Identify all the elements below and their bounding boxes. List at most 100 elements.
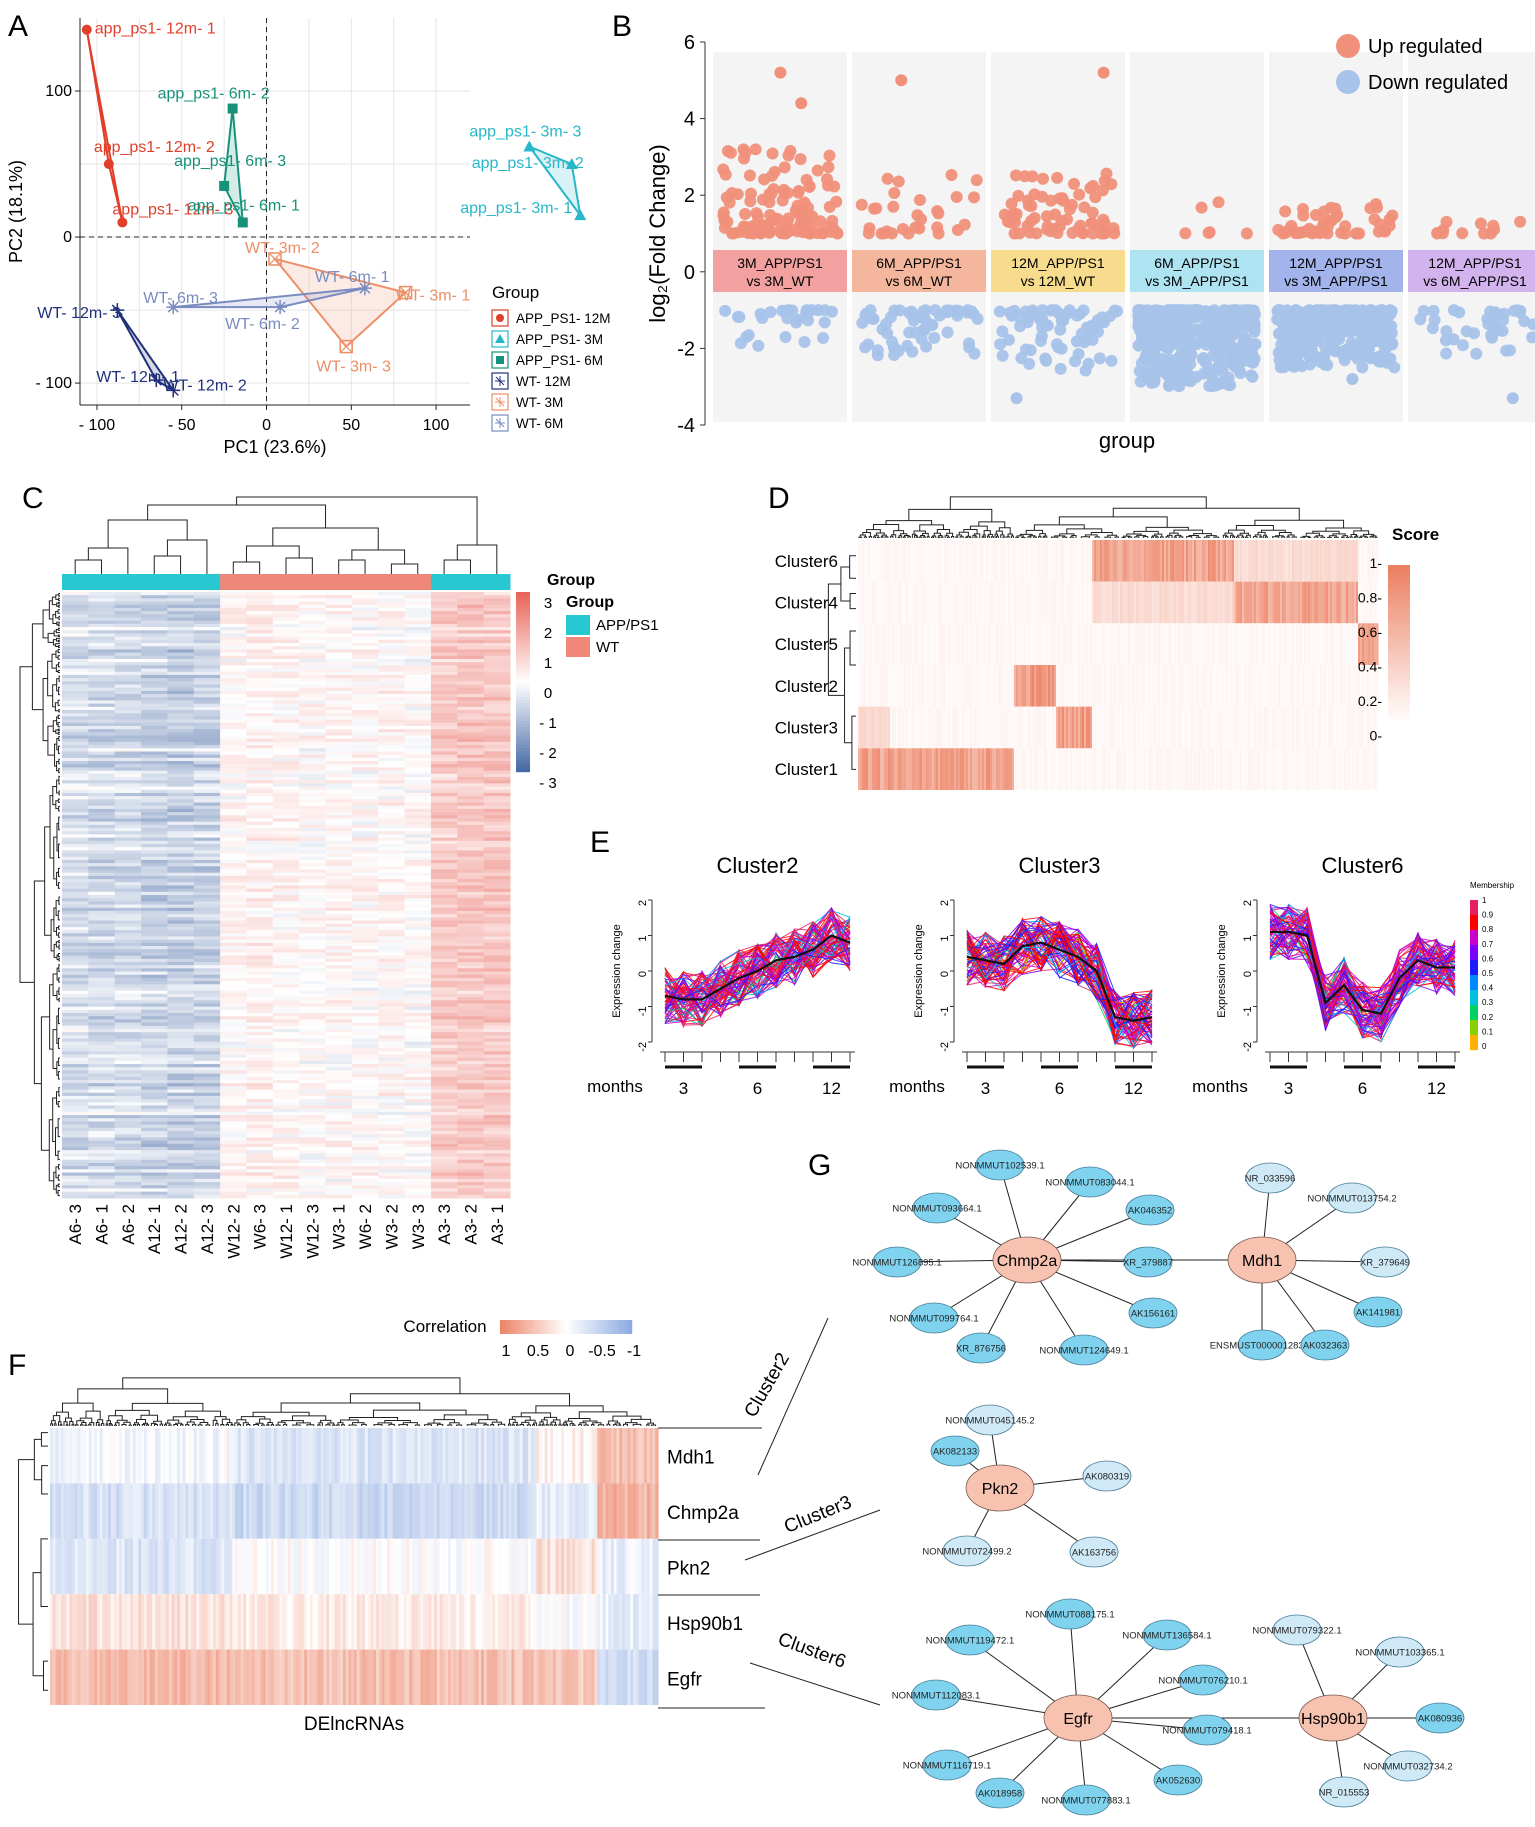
heatmap-cell [378, 761, 406, 765]
heatmap-cell [114, 872, 142, 877]
heatmap-cell [404, 722, 432, 727]
heatmap-cell [62, 977, 89, 982]
heatmap-cell [114, 875, 142, 880]
down-point [1083, 331, 1096, 344]
heatmap-cell [325, 697, 353, 701]
heatmap-cell [167, 595, 195, 599]
heatmap-cell [457, 805, 485, 810]
scale-step [516, 652, 530, 656]
heatmap-cell [351, 882, 379, 886]
heatmap-cell [325, 1089, 353, 1094]
heatmap-cell [272, 1054, 300, 1059]
heatmap-cell [404, 649, 432, 654]
heatmap-cell [378, 1162, 406, 1167]
heatmap-cell [299, 1019, 327, 1024]
heatmap-cell [378, 767, 406, 772]
heatmap-cell [88, 805, 116, 810]
heatmap-cell [246, 1188, 274, 1193]
heatmap-cell [272, 1159, 300, 1164]
heatmap-cell [141, 694, 168, 698]
pca-point [110, 303, 125, 318]
heatmap-cell [299, 1156, 327, 1161]
dendrogram-branch [57, 731, 60, 735]
dendrogram-branch [57, 1174, 60, 1181]
heatmap-cell [378, 971, 406, 976]
heatmap-cell [88, 866, 116, 870]
heatmap-cell [430, 1146, 458, 1151]
heatmap-cell [272, 1013, 300, 1017]
heatmap-cell [62, 1194, 89, 1199]
heatmap-cell [457, 1054, 485, 1059]
heatmap-cell [483, 1169, 511, 1173]
heatmap-cell [299, 1150, 327, 1154]
heatmap-cell [430, 1095, 458, 1100]
heatmap-cell [193, 946, 221, 950]
heatmap-cell [430, 684, 458, 689]
heatmap-cell [272, 946, 300, 950]
heatmap-cell [62, 824, 89, 829]
down-point [1148, 374, 1161, 387]
heatmap-cell [483, 958, 511, 963]
heatmap-cell [193, 984, 221, 988]
heatmap-cell [483, 1118, 511, 1122]
heatmap-cell [114, 984, 142, 988]
y-tick-label: -2 [677, 338, 695, 360]
heatmap-cell [457, 697, 485, 701]
heatmap-cell [457, 981, 485, 985]
heatmap-cell [378, 1150, 406, 1154]
heatmap-cell [246, 646, 274, 650]
heatmap-cell [220, 968, 247, 973]
heatmap-cell [62, 828, 89, 832]
heatmap-cell [378, 1067, 406, 1071]
heatmap-cell [167, 1105, 195, 1110]
heatmap-cell [299, 738, 327, 743]
heatmap-cell [246, 722, 274, 727]
down-point [805, 304, 818, 317]
up-point [717, 163, 730, 176]
heatmap-cell [351, 917, 379, 922]
heatmap-cell [325, 859, 353, 864]
heatmap-cell [272, 745, 300, 749]
down-point [1172, 379, 1185, 392]
heatmap-cell [299, 802, 327, 807]
heatmap-cell [404, 780, 432, 784]
heatmap-cell [141, 630, 168, 634]
heatmap-cell [220, 687, 247, 692]
heatmap-cell [88, 824, 116, 829]
up-point [881, 172, 894, 185]
heatmap-cell [378, 611, 406, 615]
heatmap-cell [351, 856, 379, 861]
scale-step [516, 685, 530, 689]
up-point [888, 187, 901, 200]
dendrogram-branch [57, 699, 60, 706]
heatmap-cell [193, 1102, 221, 1107]
dendrogram-branch [443, 559, 471, 574]
heatmap-cell [404, 901, 432, 906]
heatmap-cell [404, 1006, 432, 1011]
group-hull [272, 257, 408, 349]
heatmap-cell [430, 885, 458, 890]
heatmap-cell [404, 719, 432, 724]
heatmap-cell [114, 633, 142, 638]
heatmap-cell [167, 926, 195, 931]
heatmap-cell [325, 792, 353, 797]
heatmap-cell [114, 977, 142, 982]
heatmap-cell [378, 1143, 406, 1148]
heatmap-cell [272, 910, 300, 915]
heatmap-cell [378, 681, 406, 685]
heatmap-cell [193, 636, 221, 641]
heatmap-cell [141, 636, 168, 641]
heatmap-cell [193, 1044, 221, 1049]
heatmap-cell [193, 617, 221, 622]
heatmap-cell [141, 1146, 168, 1151]
heatmap-cell [378, 869, 406, 874]
heatmap-cell [246, 1022, 274, 1027]
heatmap-cell [457, 1038, 485, 1043]
heatmap-cell [272, 754, 300, 759]
heatmap-cell [457, 620, 485, 625]
heatmap-cell [114, 942, 142, 947]
heatmap-cell [193, 614, 221, 619]
heatmap-cell [62, 665, 89, 670]
legend-title: Group [492, 283, 539, 302]
